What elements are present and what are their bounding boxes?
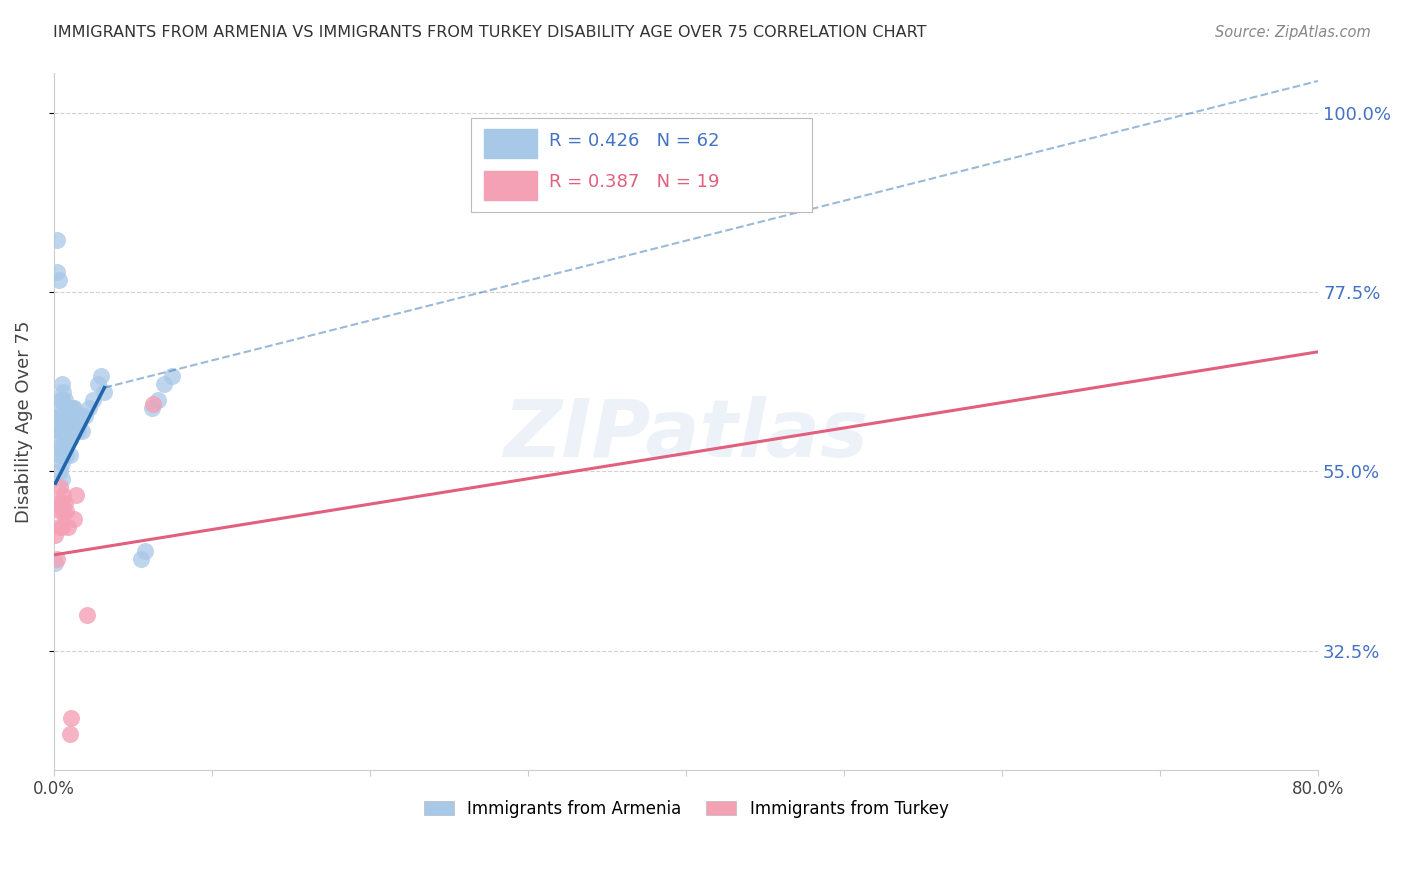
Point bbox=[51, 441, 73, 455]
Point bbox=[59, 401, 82, 415]
Point bbox=[59, 433, 82, 447]
Point bbox=[44, 528, 66, 542]
Point bbox=[90, 368, 112, 383]
Point bbox=[65, 488, 87, 502]
Point bbox=[51, 520, 73, 534]
Point bbox=[59, 727, 82, 741]
Point bbox=[153, 376, 176, 391]
Point bbox=[49, 425, 72, 439]
Point bbox=[67, 417, 90, 431]
Point bbox=[63, 417, 86, 431]
Point bbox=[52, 433, 75, 447]
Point bbox=[52, 401, 75, 415]
Point bbox=[60, 425, 83, 439]
Point bbox=[82, 392, 104, 407]
Point bbox=[53, 392, 76, 407]
Point bbox=[51, 376, 73, 391]
Point bbox=[46, 233, 69, 247]
Point bbox=[55, 417, 77, 431]
Point bbox=[56, 401, 79, 415]
Point bbox=[56, 417, 79, 431]
Point bbox=[87, 376, 110, 391]
Point bbox=[49, 392, 72, 407]
Point bbox=[55, 401, 77, 415]
Point bbox=[63, 512, 86, 526]
Point bbox=[60, 711, 83, 725]
Point bbox=[48, 520, 70, 534]
Point bbox=[142, 396, 165, 410]
Text: R = 0.387   N = 19: R = 0.387 N = 19 bbox=[550, 173, 720, 192]
Point bbox=[48, 425, 70, 439]
Point bbox=[69, 409, 91, 423]
Point bbox=[51, 392, 73, 407]
Point bbox=[48, 441, 70, 455]
Point bbox=[65, 409, 87, 423]
Point bbox=[48, 273, 70, 287]
Text: Source: ZipAtlas.com: Source: ZipAtlas.com bbox=[1215, 25, 1371, 40]
Legend: Immigrants from Armenia, Immigrants from Turkey: Immigrants from Armenia, Immigrants from… bbox=[418, 793, 955, 824]
Point bbox=[51, 472, 73, 486]
Point bbox=[62, 401, 84, 415]
Point bbox=[72, 425, 94, 439]
Point bbox=[129, 552, 152, 566]
Point bbox=[53, 409, 76, 423]
Point bbox=[49, 448, 72, 462]
Point bbox=[52, 488, 75, 502]
Point bbox=[52, 448, 75, 462]
Point bbox=[44, 556, 66, 570]
Point bbox=[52, 504, 75, 518]
Point bbox=[62, 425, 84, 439]
FancyBboxPatch shape bbox=[484, 170, 537, 200]
Point bbox=[49, 480, 72, 494]
Point bbox=[49, 409, 72, 423]
Point bbox=[53, 441, 76, 455]
Point bbox=[49, 464, 72, 478]
Point bbox=[55, 433, 77, 447]
Point bbox=[46, 265, 69, 279]
Point bbox=[134, 544, 156, 558]
Point bbox=[56, 433, 79, 447]
Point bbox=[76, 607, 98, 622]
FancyBboxPatch shape bbox=[484, 128, 537, 158]
Y-axis label: Disability Age Over 75: Disability Age Over 75 bbox=[15, 320, 32, 523]
Point bbox=[49, 504, 72, 518]
Point bbox=[55, 504, 77, 518]
Point bbox=[46, 552, 69, 566]
FancyBboxPatch shape bbox=[471, 119, 813, 212]
Point bbox=[162, 368, 184, 383]
Text: ZIPatlas: ZIPatlas bbox=[503, 396, 869, 475]
Point bbox=[93, 384, 115, 399]
Point bbox=[63, 401, 86, 415]
Point bbox=[75, 409, 97, 423]
Text: R = 0.426   N = 62: R = 0.426 N = 62 bbox=[550, 132, 720, 150]
Point bbox=[48, 409, 70, 423]
Point bbox=[51, 409, 73, 423]
Point bbox=[66, 425, 89, 439]
Point bbox=[51, 425, 73, 439]
Point bbox=[141, 401, 163, 415]
Point bbox=[59, 448, 82, 462]
Text: IMMIGRANTS FROM ARMENIA VS IMMIGRANTS FROM TURKEY DISABILITY AGE OVER 75 CORRELA: IMMIGRANTS FROM ARMENIA VS IMMIGRANTS FR… bbox=[53, 25, 927, 40]
Point bbox=[52, 417, 75, 431]
Point bbox=[53, 496, 76, 510]
Point bbox=[55, 448, 77, 462]
Point bbox=[77, 401, 100, 415]
Point bbox=[48, 496, 70, 510]
Point bbox=[56, 520, 79, 534]
Point bbox=[51, 456, 73, 470]
Point bbox=[51, 496, 73, 510]
Point bbox=[59, 417, 82, 431]
Point bbox=[52, 384, 75, 399]
Point bbox=[60, 401, 83, 415]
Point bbox=[53, 425, 76, 439]
Point bbox=[146, 392, 169, 407]
